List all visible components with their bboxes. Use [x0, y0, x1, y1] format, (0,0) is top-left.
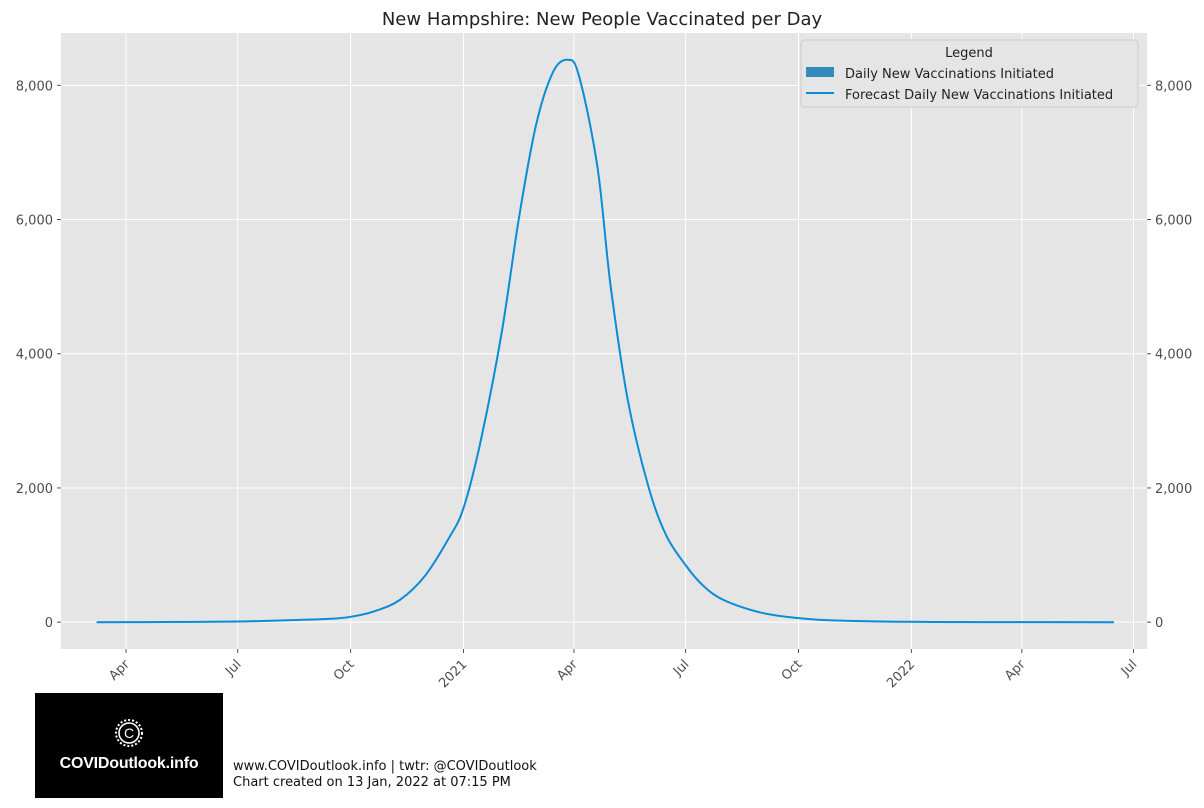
x-tick-label: Jul: [670, 657, 692, 679]
series-line-forecast: [96, 58, 1114, 624]
y-tick-label: 8,000: [16, 79, 53, 94]
y-tick-label-right: 6,000: [1155, 214, 1192, 229]
x-tick-label: 2021: [436, 657, 470, 690]
y-axis-left: 0 2,000 4,000 6,000 8,000: [16, 79, 61, 631]
x-tick-label: Apr: [554, 657, 581, 684]
legend-title: Legend: [945, 46, 993, 61]
x-tick-label: 2022: [884, 657, 918, 690]
x-axis: Apr Jul Oct 2021 Apr Jul Oct 2022 Apr Jul: [106, 649, 1140, 690]
x-tick-label: Jul: [1118, 657, 1140, 679]
svg-text:C: C: [124, 725, 134, 741]
y-tick-label-right: 0: [1155, 616, 1163, 631]
x-tick-label: Apr: [106, 657, 133, 684]
legend-swatch-daily: [806, 67, 834, 77]
legend-label-forecast: Forecast Daily New Vaccinations Initiate…: [845, 88, 1113, 103]
x-tick-label: Oct: [779, 657, 806, 684]
legend: Legend Daily New Vaccinations Initiated …: [800, 39, 1139, 108]
footer-line-2: Chart created on 13 Jan, 2022 at 07:15 P…: [233, 775, 511, 790]
plot-background: [61, 33, 1147, 649]
chart-svg: New Hampshire: New People Vaccinated per…: [16, 9, 1192, 690]
series-layer: [96, 58, 1114, 624]
covidoutlook-logo: C COVIDoutlook.info: [35, 693, 223, 798]
legend-box: [800, 39, 1139, 108]
x-tick-label: Jul: [222, 657, 244, 679]
y-tick-label: 0: [45, 616, 53, 631]
y-tick-label-right: 4,000: [1155, 348, 1192, 363]
grid-lines: [61, 33, 1147, 649]
y-tick-label-right: 2,000: [1155, 482, 1192, 497]
y-axis-right: 0 2,000 4,000 6,000 8,000: [1147, 79, 1192, 631]
copyright-virus-icon: C: [115, 719, 143, 747]
x-tick-label: Oct: [331, 657, 358, 684]
chart-title: New Hampshire: New People Vaccinated per…: [382, 9, 823, 30]
legend-label-daily: Daily New Vaccinations Initiated: [845, 67, 1054, 82]
y-tick-label-right: 8,000: [1155, 79, 1192, 94]
footer-line-1: www.COVIDoutlook.info | twtr: @COVIDoutl…: [233, 759, 537, 774]
y-tick-label: 2,000: [16, 482, 53, 497]
y-tick-label: 4,000: [16, 348, 53, 363]
footer: www.COVIDoutlook.info | twtr: @COVIDoutl…: [233, 759, 537, 791]
logo-text: COVIDoutlook.info: [59, 755, 199, 772]
y-tick-label: 6,000: [16, 214, 53, 229]
x-tick-label: Apr: [1002, 657, 1029, 684]
